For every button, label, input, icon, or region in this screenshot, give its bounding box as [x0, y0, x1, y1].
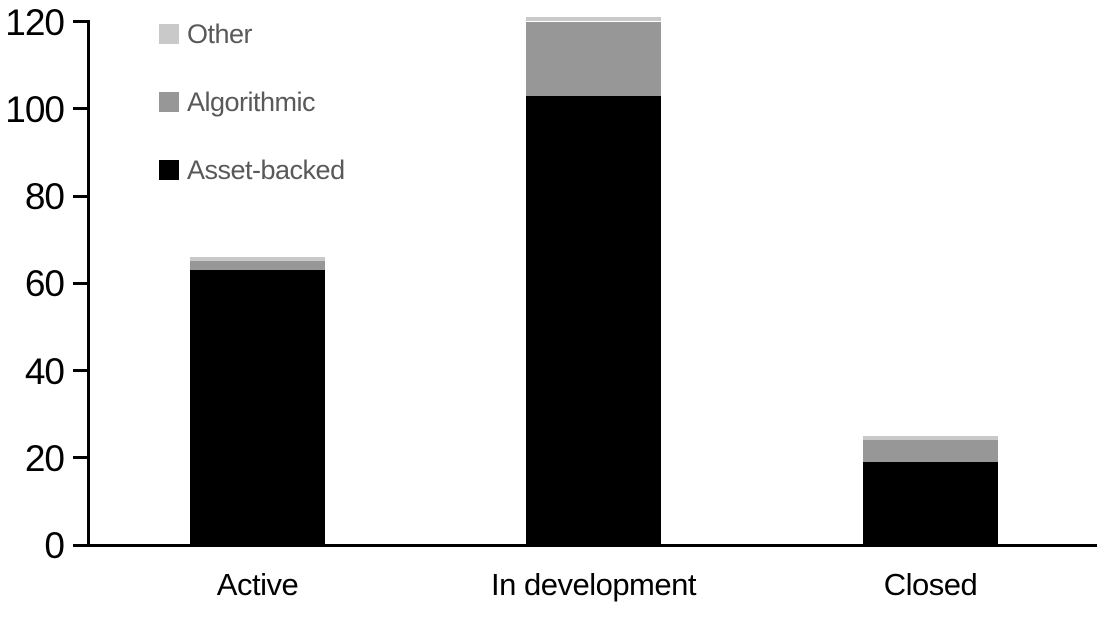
legend-item: Algorithmic [159, 86, 345, 117]
legend-swatch-icon [159, 92, 179, 112]
bar-segment-other [863, 435, 998, 441]
y-axis-tick-label: 80 [24, 176, 65, 217]
y-axis-tick-label: 100 [5, 88, 65, 130]
y-axis-tick [73, 107, 87, 111]
bar-segment-other [526, 17, 661, 22]
y-axis-tick-label: 20 [24, 437, 65, 479]
legend-item: Other [159, 18, 345, 49]
y-axis-tick-label: 120 [5, 1, 65, 43]
legend-label: Asset-backed [187, 154, 345, 185]
y-axis-tick-label: 60 [24, 263, 65, 305]
y-axis-tick [73, 20, 87, 23]
bar-segment-algorithmic [190, 261, 325, 271]
x-axis-line [86, 543, 1097, 547]
x-axis-category-label: In development [491, 567, 696, 602]
bar-segment-other [190, 257, 325, 262]
legend-label: Algorithmic [187, 86, 316, 117]
bar-segment-asset-backed [190, 270, 325, 545]
bar-segment-algorithmic [863, 440, 998, 463]
x-axis-category-label: Active [216, 567, 299, 602]
bar-segment-asset-backed [863, 462, 998, 545]
x-axis-category-label: Closed [883, 567, 978, 602]
y-axis-tick [73, 369, 87, 372]
legend-swatch-icon [159, 24, 179, 44]
y-axis-tick [73, 281, 87, 285]
y-axis-tick [73, 194, 87, 198]
bar-segment-asset-backed [526, 95, 661, 545]
chart-legend: Other Algorithmic Asset-backed [159, 18, 345, 225]
legend-label: Other [187, 18, 253, 49]
y-axis-tick-label: 40 [24, 350, 65, 392]
y-axis-tick [73, 543, 87, 547]
bar-segment-algorithmic [526, 21, 661, 96]
legend-swatch-icon [159, 160, 179, 180]
y-axis-line [87, 20, 90, 547]
y-axis-tick-label: 0 [44, 525, 65, 566]
legend-item: Asset-backed [159, 154, 345, 185]
y-axis-tick [73, 456, 87, 460]
